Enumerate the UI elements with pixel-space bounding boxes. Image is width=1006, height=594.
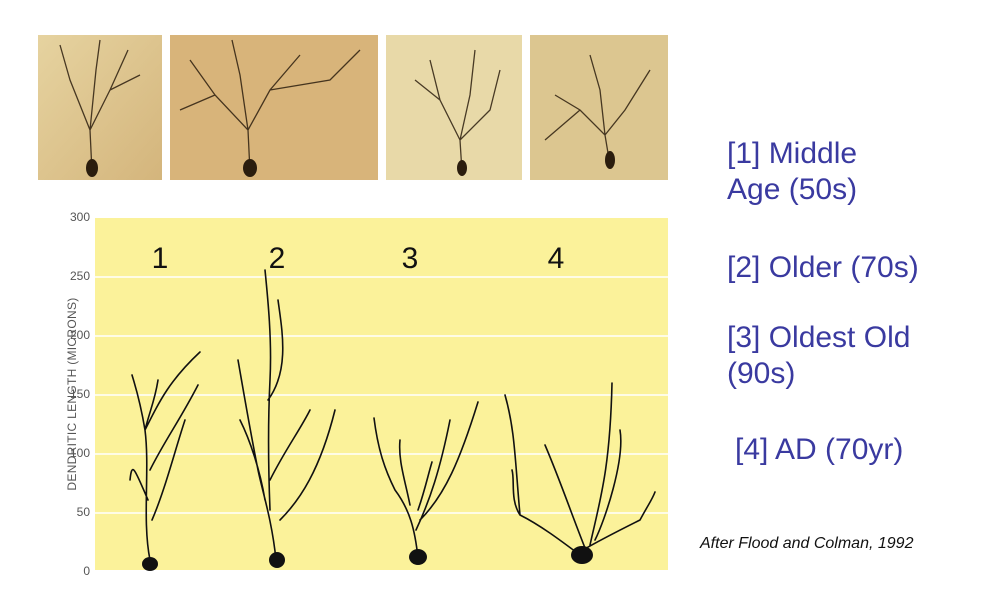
legend-item: [4] AD (70yr) [735,432,903,468]
legend-line: Age (50s) [727,173,858,206]
figure: DENDRITIC LENGTH (MICRONS) 1 2 3 4 0 50 10… [38,35,668,578]
legend-line: [4] AD (70yr) [735,433,904,466]
legend-line: (90s) [727,357,796,390]
panel-label: 2 [269,242,286,275]
y-tick-label: 250 [70,269,90,283]
y-tick-label: 50 [77,505,91,519]
neuron-drawing [129,269,656,571]
photo [530,35,668,180]
y-tick-label: 200 [70,328,90,342]
legend-line: [3] Oldest Old [727,321,911,354]
legend-item: [1] Middle Age (50s) [727,136,857,208]
y-tick-label: 0 [83,564,90,578]
plot-area [95,218,668,570]
panel-label: 1 [152,242,169,275]
legend-line: [1] Middle [727,137,858,170]
photo [38,35,162,180]
panel-label: 4 [548,242,565,275]
panel-label: 3 [402,242,419,275]
y-tick-label: 300 [70,210,90,224]
photo-strip [38,35,668,180]
legend-item: [3] Oldest Old (90s) [727,320,910,392]
legend-line: [2] Older (70s) [727,251,919,284]
legend-item: [2] Older (70s) [727,250,919,286]
citation: After Flood and Colman, 1992 [700,535,914,552]
photo [386,35,522,180]
y-axis-label: DENDRITIC LENGTH (MICRONS) [65,297,79,490]
y-tick-label: 150 [70,387,90,401]
photo-dendrites [59,39,651,177]
y-tick-label: 100 [70,446,90,460]
photo [170,35,378,180]
